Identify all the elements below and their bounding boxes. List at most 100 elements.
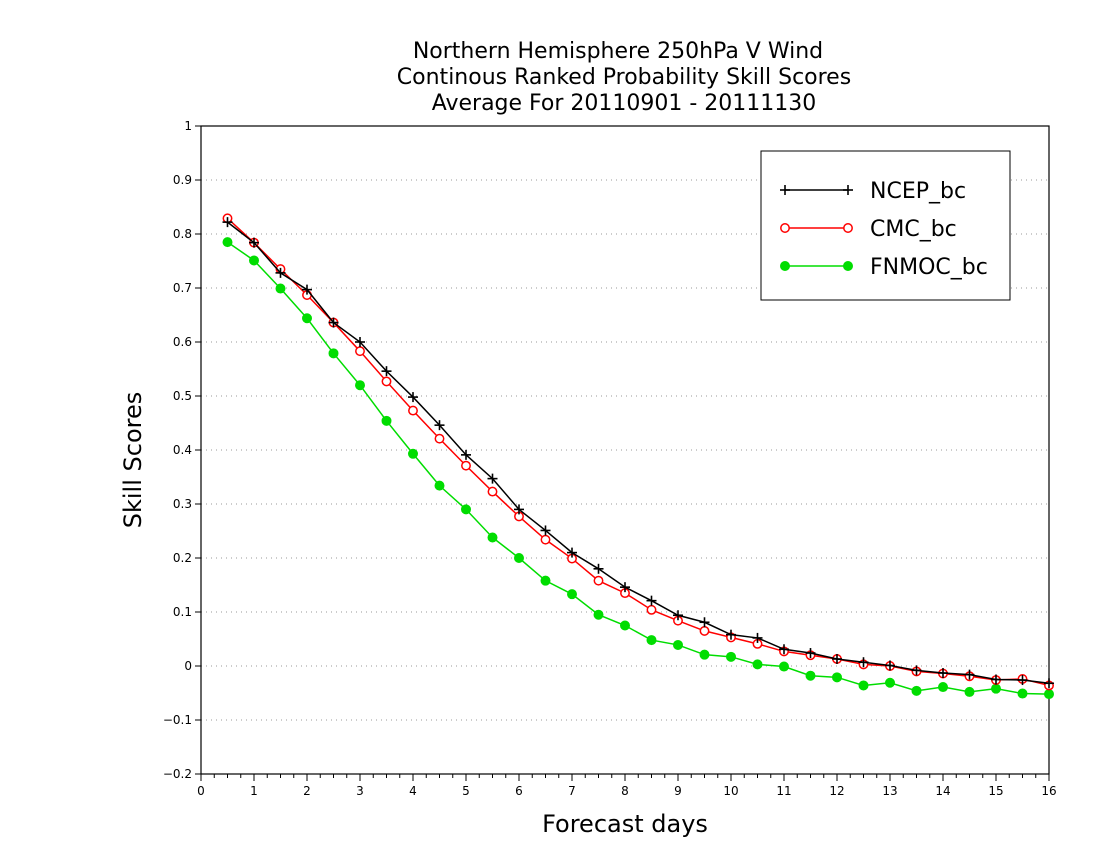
data-point-ncep-bc: [249, 237, 259, 248]
data-point-ncep-bc: [991, 674, 1001, 685]
data-point-ncep-bc: [593, 563, 604, 574]
data-point-ncep-bc: [408, 392, 418, 403]
data-point-ncep-bc: [461, 449, 471, 460]
data-point-fnmoc-bc: [461, 504, 471, 515]
data-point-fnmoc-bc: [249, 255, 259, 266]
legend-label: FNMOC_bc: [870, 255, 988, 280]
data-point-cmc-bc: [461, 460, 471, 471]
x-axis-ticks: 0 1 2 3 4 5 6 7 8 9 10 11 12 13 14 15 16: [197, 774, 1057, 798]
x-tick-label: 11: [776, 784, 791, 798]
data-point-ncep-bc: [646, 595, 657, 606]
legend-label: CMC_bc: [870, 217, 957, 242]
data-point-cmc-bc: [355, 346, 365, 357]
legend-marker: [780, 223, 790, 233]
data-point-fnmoc-bc: [620, 620, 630, 631]
data-point-ncep-bc: [328, 317, 339, 328]
data-point-fnmoc-bc: [938, 682, 948, 693]
data-point-ncep-bc: [620, 582, 630, 593]
data-point-ncep-bc: [938, 668, 948, 679]
data-point-fnmoc-bc: [434, 480, 445, 491]
data-point-ncep-bc: [964, 669, 975, 680]
data-point-ncep-bc: [699, 617, 710, 628]
legend-marker: [780, 185, 790, 195]
data-point-ncep-bc: [726, 629, 736, 640]
data-point-ncep-bc: [1017, 675, 1028, 686]
data-point-cmc-bc: [646, 604, 657, 615]
plot-frame: [200, 125, 1050, 775]
data-point-cmc-bc: [540, 534, 551, 545]
data-point-fnmoc-bc: [1017, 688, 1028, 699]
data-point-fnmoc-bc: [858, 680, 869, 691]
data-point-fnmoc-bc: [222, 237, 233, 248]
series-lines: [222, 213, 1054, 700]
data-point-fnmoc-bc: [540, 575, 551, 586]
title-line-3: Average For 20110901 - 20111130: [432, 91, 817, 116]
y-tick-label: 0.9: [173, 173, 192, 187]
data-point-ncep-bc: [1044, 678, 1054, 689]
legend-marker: [843, 261, 853, 271]
data-point-ncep-bc: [805, 648, 816, 659]
x-tick-label: 8: [621, 784, 629, 798]
y-tick-label: 0.7: [173, 281, 192, 295]
x-tick-label: 7: [568, 784, 576, 798]
data-point-fnmoc-bc: [1044, 689, 1054, 700]
y-tick-label: 0.2: [173, 551, 192, 565]
x-tick-label: 1: [250, 784, 258, 798]
series-ncep-bc: [222, 217, 1054, 689]
data-point-ncep-bc: [487, 473, 498, 484]
title-line-1: Northern Hemisphere 250hPa V Wind: [413, 39, 823, 64]
chart-title: Northern Hemisphere 250hPa V Wind Contin…: [397, 39, 851, 116]
data-point-fnmoc-bc: [646, 635, 657, 646]
x-tick-label: 10: [723, 784, 738, 798]
data-point-fnmoc-bc: [302, 313, 312, 324]
legend-marker: [843, 185, 853, 195]
data-point-ncep-bc: [779, 644, 789, 655]
y-tick-label: 0.4: [173, 443, 192, 457]
y-axis-title: Skill Scores: [119, 392, 147, 529]
title-line-2: Continous Ranked Probability Skill Score…: [397, 65, 851, 90]
data-point-ncep-bc: [434, 420, 445, 431]
data-point-fnmoc-bc: [779, 661, 789, 672]
legend-marker: [780, 261, 790, 271]
y-axis-ticks: −0.2 −0.1 0 0.1 0.2 0.3 0.4 0.5 0.6 0.7 0.8 0.9 1: [163, 119, 201, 781]
data-point-fnmoc-bc: [275, 283, 286, 294]
data-point-ncep-bc: [302, 284, 312, 295]
data-point-ncep-bc: [885, 660, 895, 671]
series-line-fnmoc-bc: [227, 241, 1050, 695]
data-point-cmc-bc: [593, 575, 604, 586]
x-tick-label: 4: [409, 784, 417, 798]
y-tick-label: 1: [184, 119, 192, 133]
data-point-fnmoc-bc: [514, 553, 524, 563]
data-point-ncep-bc: [355, 337, 365, 347]
data-point-fnmoc-bc: [673, 639, 683, 650]
x-tick-label: 9: [674, 784, 682, 798]
x-tick-label: 6: [515, 784, 523, 798]
data-point-ncep-bc: [673, 610, 683, 621]
legend-item-fnmoc-bc: FNMOC_bc: [780, 255, 988, 280]
data-point-cmc-bc: [434, 433, 445, 444]
legend-label: NCEP_bc: [870, 179, 966, 204]
legend-item-ncep-bc: NCEP_bc: [780, 179, 966, 204]
data-point-ncep-bc: [275, 267, 286, 278]
data-point-fnmoc-bc: [381, 415, 392, 426]
legend-entries: NCEP_bc CMC_bc FNMOC_bc: [780, 179, 988, 280]
x-tick-label: 16: [1041, 784, 1056, 798]
legend-item-cmc-bc: CMC_bc: [780, 217, 957, 242]
legend-marker: [843, 223, 853, 233]
x-tick-label: 14: [935, 784, 950, 798]
x-tick-label: 2: [303, 784, 311, 798]
data-point-cmc-bc: [408, 405, 418, 416]
data-point-fnmoc-bc: [832, 672, 842, 683]
x-tick-label: 15: [988, 784, 1003, 798]
data-point-fnmoc-bc: [355, 380, 365, 391]
data-point-cmc-bc: [381, 376, 392, 387]
x-tick-label: 0: [197, 784, 205, 798]
data-point-fnmoc-bc: [593, 609, 604, 620]
data-point-cmc-bc: [487, 486, 498, 497]
y-tick-label: 0.1: [173, 605, 192, 619]
y-tick-label: 0.5: [173, 389, 192, 403]
data-point-ncep-bc: [381, 366, 392, 377]
data-point-fnmoc-bc: [487, 532, 498, 543]
x-tick-label: 13: [882, 784, 897, 798]
